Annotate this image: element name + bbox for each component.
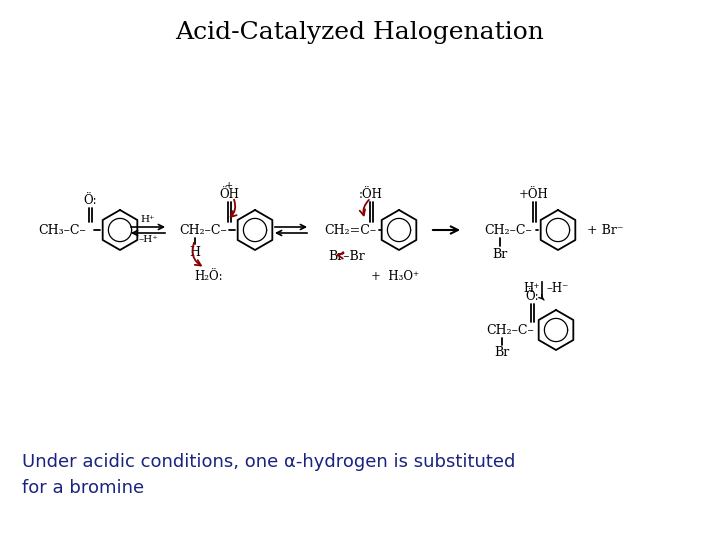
Text: Br: Br <box>495 346 510 359</box>
Text: :ÖH: :ÖH <box>359 187 383 200</box>
Text: CH₂=C–: CH₂=C– <box>324 224 376 237</box>
Text: Br: Br <box>492 247 508 260</box>
Text: + Br⁻: + Br⁻ <box>587 224 624 237</box>
Text: Under acidic conditions, one α-hydrogen is substituted
for a bromine: Under acidic conditions, one α-hydrogen … <box>22 453 516 497</box>
Text: Ö:: Ö: <box>525 289 539 302</box>
Text: CH₂–C–: CH₂–C– <box>179 224 227 237</box>
Text: CH₂–C–: CH₂–C– <box>484 224 532 237</box>
Text: Br–Br: Br–Br <box>328 249 365 262</box>
Text: –H⁺: –H⁺ <box>138 235 158 245</box>
Text: Acid-Catalyzed Halogenation: Acid-Catalyzed Halogenation <box>176 21 544 44</box>
Text: +: + <box>225 181 233 191</box>
Text: H⁺: H⁺ <box>523 281 540 294</box>
Text: H⁺: H⁺ <box>140 215 156 225</box>
Text: CH₂–C–: CH₂–C– <box>486 323 534 336</box>
Text: ÖH: ÖH <box>219 187 239 200</box>
Text: –H⁻: –H⁻ <box>546 281 568 294</box>
Text: H₂Ö:: H₂Ö: <box>194 269 223 282</box>
Text: CH₃–C–: CH₃–C– <box>38 224 86 237</box>
Text: Ö:: Ö: <box>84 193 96 206</box>
Text: H: H <box>189 246 200 259</box>
Text: +  H₃O⁺: + H₃O⁺ <box>371 269 419 282</box>
Text: +ÖH: +ÖH <box>519 187 549 200</box>
